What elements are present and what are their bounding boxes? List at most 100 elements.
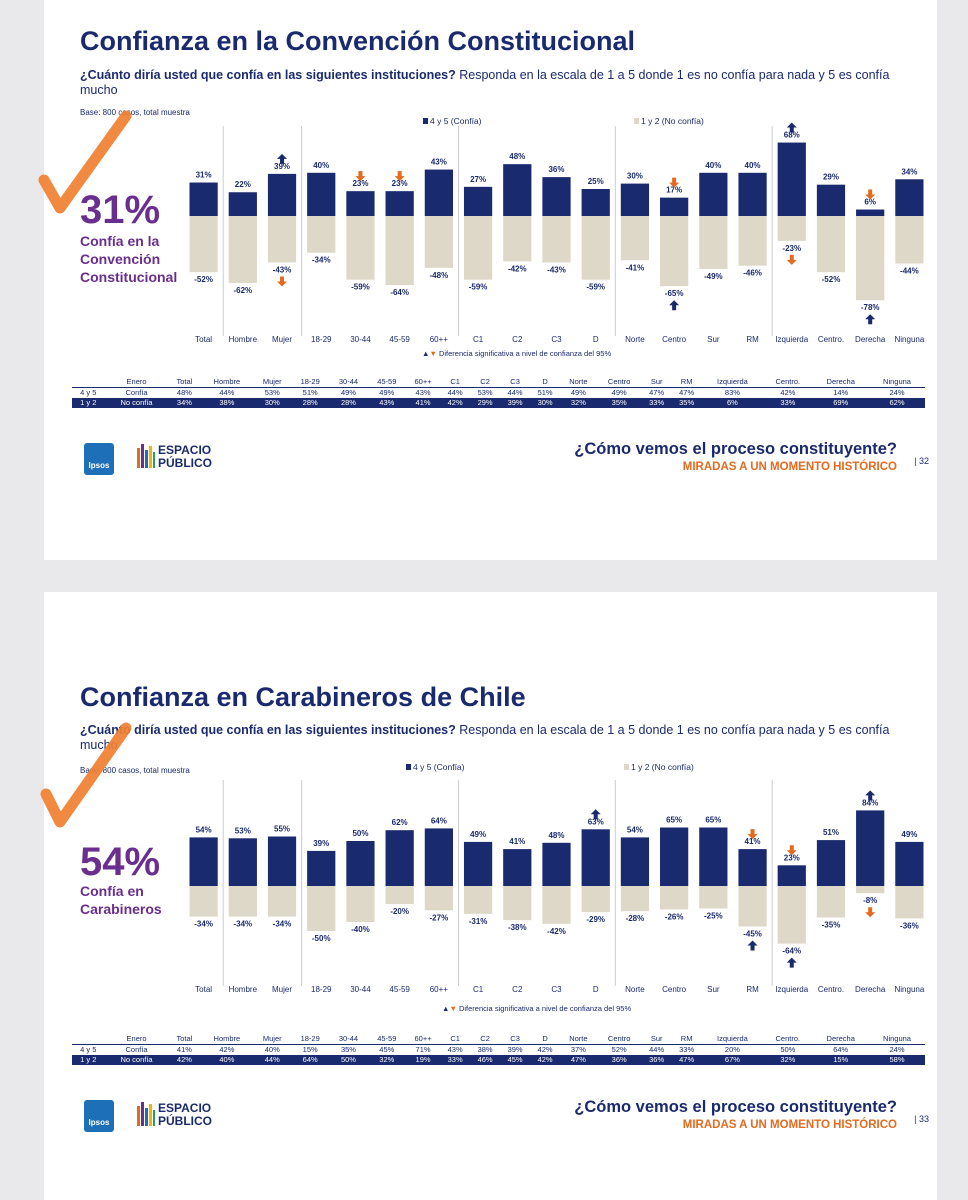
arrow-down-icon [355, 171, 366, 182]
legend-positive-label: 4 y 5 (Confía) [430, 116, 482, 126]
data-label-positive: 54% [196, 825, 212, 834]
table-header-cell [72, 376, 104, 388]
data-label-positive: 40% [745, 161, 761, 170]
bar-positive [581, 189, 610, 216]
arrow-down-icon [669, 177, 680, 188]
table-cell: 30% [530, 398, 561, 408]
category-label: 18-29 [311, 335, 332, 344]
bar-positive [307, 172, 336, 216]
data-label-negative: -28% [626, 914, 645, 923]
bar-positive [307, 850, 336, 886]
table-header-cell: Mujer [262, 376, 282, 386]
significance-note: ▲▼ Diferencia significativa a nivel de c… [442, 1004, 631, 1013]
legend-positive-label: 4 y 5 (Confía) [413, 762, 465, 772]
table-header-cell: Centro [607, 1033, 631, 1043]
checkmark-icon [40, 722, 132, 828]
table-cell: 43% [367, 398, 406, 408]
bar-positive [620, 183, 650, 216]
category-label: 60++ [430, 985, 449, 994]
table-cell: No confía [104, 1055, 169, 1065]
arrow-down-icon [865, 189, 876, 200]
category-label: Hombre [229, 335, 258, 344]
data-label-positive: 30% [627, 172, 643, 181]
table-cell: 53% [253, 387, 292, 398]
data-label-negative: -38% [508, 923, 527, 932]
data-label-negative: -59% [469, 283, 488, 292]
bar-positive [542, 177, 571, 216]
data-label-positive: 68% [784, 131, 800, 140]
bar-negative [503, 886, 532, 921]
table-cell: Confía [104, 387, 169, 398]
data-label-positive: 51% [823, 828, 839, 837]
table-cell: 43% [405, 387, 441, 398]
data-label-positive: 29% [823, 173, 839, 182]
category-label: 60++ [430, 335, 449, 344]
category-label: D [593, 335, 599, 344]
category-label: Total [195, 985, 212, 994]
bar-negative [424, 216, 453, 268]
category-label: Hombre [229, 985, 258, 994]
category-label: Norte [625, 335, 645, 344]
table-cell: 51% [291, 387, 330, 398]
table-cell: 41% [168, 1044, 201, 1055]
data-label-negative: -31% [469, 917, 488, 926]
table-cell: 42% [530, 1044, 561, 1055]
table-header-cell: Sur [650, 376, 663, 386]
bar-negative [581, 886, 610, 913]
category-label: Sur [707, 335, 720, 344]
data-label-negative: -25% [704, 912, 723, 921]
category-label: Total [195, 335, 212, 344]
table-cell: 49% [596, 387, 642, 398]
data-label-negative: -36% [900, 921, 919, 930]
comparison-table: Enero Total Hombre Mujer 18-29 30-44 45-59 60++… [72, 376, 925, 408]
data-label-positive: 63% [588, 817, 604, 826]
bar-negative [895, 886, 924, 919]
bar-positive [346, 841, 375, 886]
table-cell: 24% [869, 1044, 925, 1055]
table-header-cell: 60++ [414, 1033, 432, 1043]
table-cell: 15% [291, 1044, 330, 1055]
category-label: Mujer [272, 985, 292, 994]
data-label-positive: 17% [666, 186, 682, 195]
table-header-cell: Sur [650, 1033, 663, 1043]
bar-negative [581, 216, 610, 280]
table-cell: 50% [763, 1044, 813, 1055]
bar-negative [738, 216, 767, 266]
bar-positive [542, 842, 571, 886]
table-header-cell: 30-44 [338, 1033, 359, 1043]
table-cell: 36% [641, 1055, 672, 1065]
data-label-positive: 36% [548, 165, 564, 174]
table-cell: 32% [763, 1055, 813, 1065]
table-header-cell: C3 [510, 1033, 520, 1043]
category-label: Centro. [818, 335, 844, 344]
data-label-negative: -43% [547, 265, 566, 274]
arrow-up-icon [747, 940, 758, 951]
data-label-negative: -46% [743, 269, 762, 278]
category-label: D [593, 985, 599, 994]
bar-negative [620, 216, 650, 261]
data-label-positive: 65% [705, 816, 721, 825]
table-cell: 36% [596, 1055, 642, 1065]
headline-label: Confía en Carabineros [80, 883, 162, 917]
table-cell: 40% [253, 1044, 292, 1055]
slide-title: Confianza en la Convención Constituciona… [80, 26, 636, 56]
table-header-cell: Hombre [213, 376, 241, 386]
bar-positive [463, 841, 493, 886]
legend-negative: 1 y 2 (No confía) [624, 762, 694, 772]
tagline-main: ¿Cómo vemos el proceso constituyente? [574, 440, 897, 458]
table-cell: 44% [200, 387, 254, 398]
table-cell: 58% [869, 1055, 925, 1065]
significance-note-text: Diferencia significativa a nivel de conf… [458, 1004, 632, 1013]
table-header-cell: Enero [126, 376, 147, 386]
bar-chart-convencion: 31% -52% Total 22% -62% Hombre 39% -43% Mujer 40%… [189, 122, 925, 344]
legend-negative: 1 y 2 (No confía) [634, 116, 704, 126]
tagline-sub: MIRADAS A UN MOMENTO HISTÓRICO [682, 1119, 897, 1131]
bar-negative [267, 216, 297, 263]
table-cell: 35% [329, 1044, 368, 1055]
category-label: Izquierda [775, 335, 808, 344]
data-label-positive: 41% [745, 837, 761, 846]
table-cell: 42% [530, 1055, 561, 1065]
table-cell: 14% [812, 387, 870, 398]
bar-positive [463, 186, 493, 216]
data-label-positive: 22% [235, 180, 251, 189]
